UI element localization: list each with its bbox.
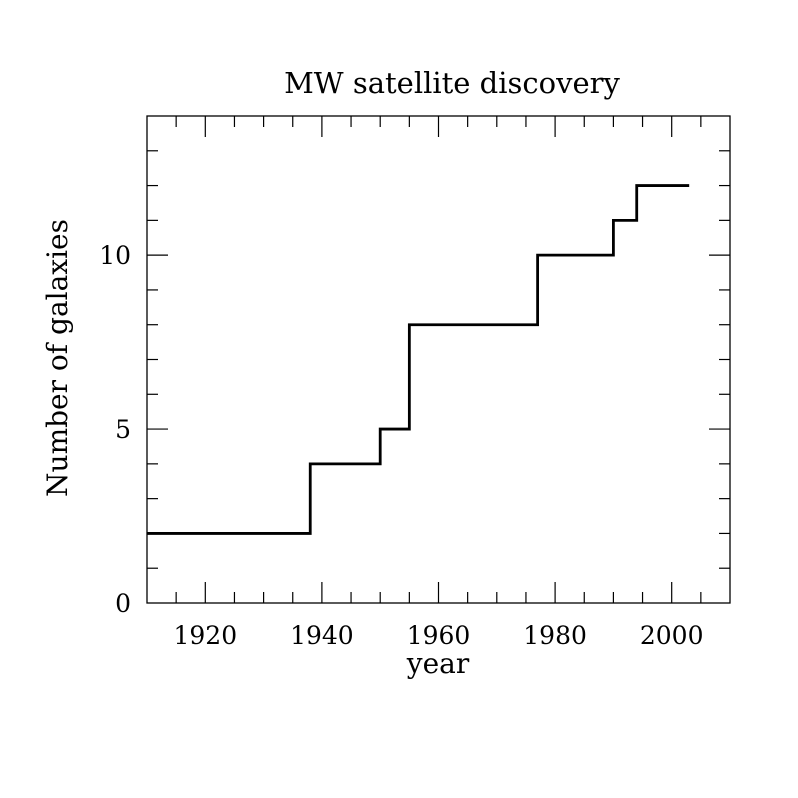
x-tick-label: 1960: [407, 621, 471, 650]
axis-ticks: [147, 116, 730, 603]
x-axis-label: year: [406, 647, 470, 680]
x-tick-label: 1940: [290, 621, 354, 650]
y-tick-labels: 0 5 10: [99, 241, 131, 618]
x-tick-label: 1920: [173, 621, 237, 650]
chart-title: MW satellite discovery: [284, 66, 620, 100]
plot-frame: [146, 115, 731, 604]
series-group: [147, 184, 690, 535]
y-tick-label: 10: [99, 241, 131, 270]
y-tick-label: 0: [115, 589, 131, 618]
y-tick-label: 5: [115, 415, 131, 444]
y-axis-label: Number of galaxies: [41, 219, 74, 497]
x-tick-label: 2000: [640, 621, 704, 650]
series-step-line: [147, 184, 690, 535]
x-tick-labels: 1920 1940 1960 1980 2000: [173, 621, 703, 650]
x-tick-label: 1980: [523, 621, 587, 650]
